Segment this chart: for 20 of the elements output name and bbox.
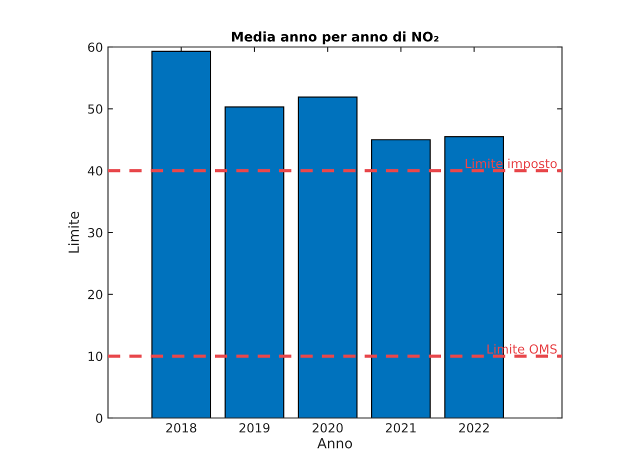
bar bbox=[224, 106, 284, 418]
y-tick-label: 50 bbox=[88, 104, 102, 114]
chart-title: Media anno per anno di NO₂ bbox=[232, 31, 438, 44]
y-axis-title: Limite bbox=[68, 212, 79, 253]
y-tick-label: 0 bbox=[96, 413, 102, 423]
y-tick-label: 60 bbox=[88, 42, 102, 52]
bar bbox=[151, 50, 212, 418]
bar bbox=[298, 96, 358, 418]
x-tick-label: 2022 bbox=[459, 423, 489, 433]
bar bbox=[371, 139, 431, 418]
x-tick-label: 2019 bbox=[239, 423, 270, 433]
y-tick-label: 30 bbox=[88, 228, 102, 238]
x-tick-label: 2021 bbox=[386, 423, 416, 433]
x-tick-label: 2020 bbox=[312, 423, 343, 433]
y-tick-label: 10 bbox=[88, 352, 102, 362]
x-axis-title: Anno bbox=[317, 438, 352, 448]
y-tick-label: 20 bbox=[88, 290, 102, 300]
ref-line-label: Limite imposto bbox=[466, 158, 557, 171]
x-tick-label: 2018 bbox=[166, 423, 196, 433]
y-tick-label: 40 bbox=[88, 166, 102, 176]
